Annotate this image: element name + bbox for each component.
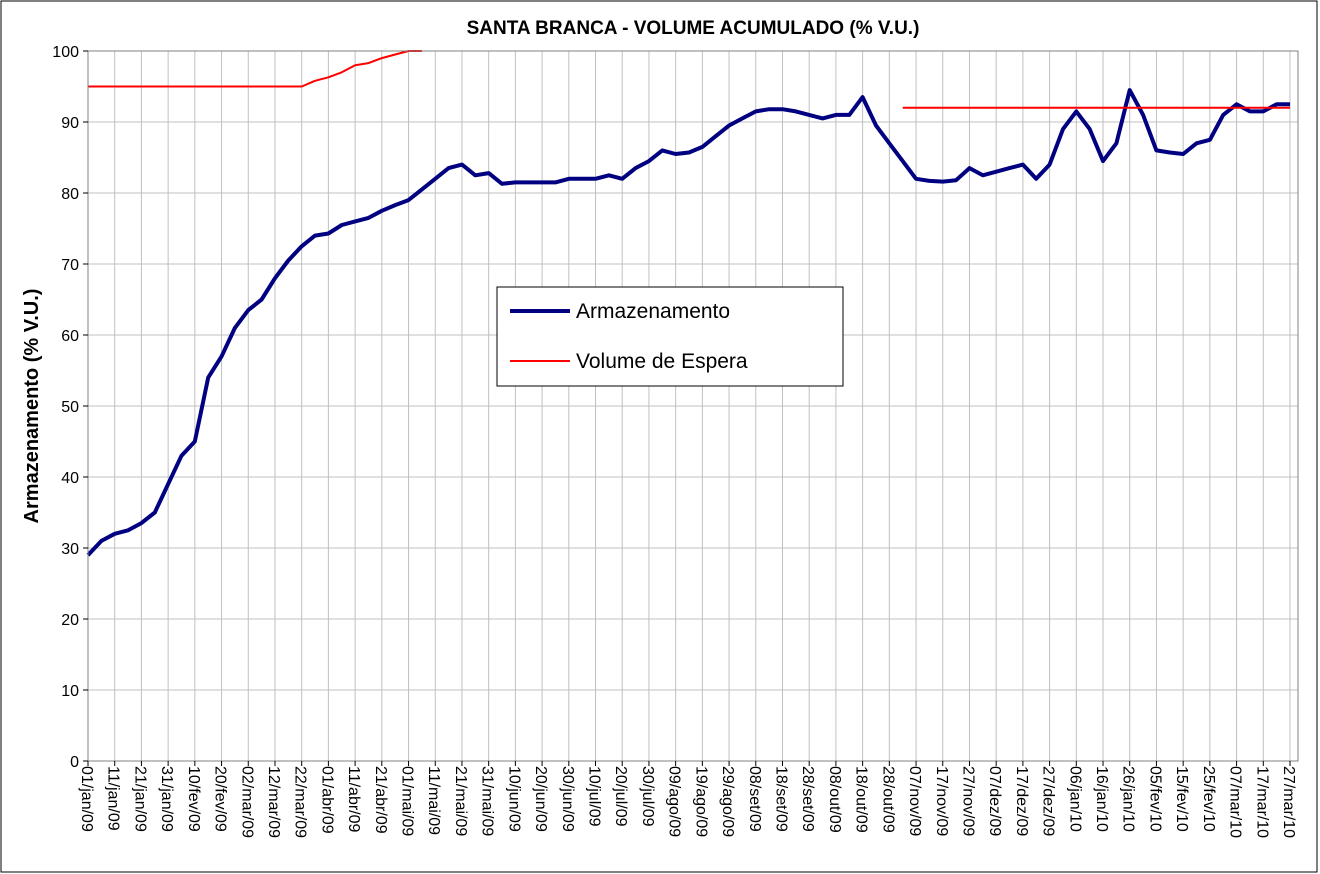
series-line <box>86 88 1290 557</box>
legend: Armazenamento Volume de Espera <box>496 286 844 387</box>
x-tick-label: 01/jan/09 <box>78 766 95 832</box>
y-axis-label: Armazenamento (% V.U.) <box>21 289 43 524</box>
legend-label: Volume de Espera <box>576 350 748 373</box>
x-tick-label: 11/jan/09 <box>105 766 122 831</box>
x-tick-label: 16/jan/10 <box>1093 766 1110 832</box>
x-tick-label: 30/jun/09 <box>559 766 576 832</box>
x-tick-label: 12/mar/09 <box>265 766 282 838</box>
y-tick-label: 60 <box>61 328 79 345</box>
lines <box>86 50 1290 557</box>
x-tick-label: 10/jun/09 <box>505 766 522 832</box>
x-tick-label: 18/set/09 <box>772 766 789 832</box>
x-tick-label: 27/dez/09 <box>1040 766 1057 836</box>
x-tick-label: 28/out/09 <box>879 766 896 833</box>
y-tick-label: 40 <box>61 470 79 487</box>
x-tick-label: 08/set/09 <box>746 766 763 832</box>
x-tick-label: 25/fev/10 <box>1200 766 1217 832</box>
y-tick-label: 0 <box>70 754 79 771</box>
x-tick-label: 30/jul/09 <box>639 766 656 827</box>
x-tick-label: 15/fev/10 <box>1173 766 1190 832</box>
x-tick-label: 11/abr/09 <box>345 766 362 833</box>
x-tick-label: 17/dez/09 <box>1013 766 1030 836</box>
x-tick-label: 27/mar/10 <box>1280 766 1297 838</box>
x-tick-label: 10/fev/09 <box>185 766 202 832</box>
x-tick-label: 18/out/09 <box>853 766 870 833</box>
series-line <box>88 50 1290 109</box>
x-tick-label: 01/mai/09 <box>399 766 416 836</box>
x-tick-label: 21/jan/09 <box>131 766 148 832</box>
x-tick-label: 08/out/09 <box>826 766 843 833</box>
x-tick-label: 28/set/09 <box>799 766 816 832</box>
x-tick-label: 10/jul/09 <box>586 766 603 827</box>
y-tick-label: 100 <box>52 44 79 61</box>
x-tick-label: 26/jan/10 <box>1120 766 1137 832</box>
y-tick-label: 50 <box>61 399 79 416</box>
labels: 0 10 20 30 40 50 60 70 80 90 100 01/jan/09 11/jan/09… <box>52 44 1297 838</box>
x-tick-label: 21/mai/09 <box>452 766 469 836</box>
x-tick-label: 09/ago/09 <box>666 766 683 837</box>
y-tick-label: 80 <box>61 186 79 203</box>
x-tick-label: 11/mai/09 <box>425 766 442 835</box>
x-tick-label: 07/mar/10 <box>1227 766 1244 838</box>
x-tick-label: 27/nov/09 <box>959 766 976 836</box>
x-tick-label: 17/nov/09 <box>933 766 950 836</box>
x-tick-label: 01/abr/09 <box>318 766 335 834</box>
x-tick-label: 31/mai/09 <box>479 766 496 836</box>
x-tick-label: 07/nov/09 <box>906 766 923 836</box>
x-tick-label: 22/mar/09 <box>292 766 309 838</box>
chart-title: SANTA BRANCA - VOLUME ACUMULADO (% V.U.) <box>467 18 920 39</box>
y-tick-label: 30 <box>61 541 79 558</box>
x-tick-label: 21/abr/09 <box>372 766 389 834</box>
x-tick-label: 20/jul/09 <box>612 766 629 827</box>
x-tick-label: 05/fev/10 <box>1146 766 1163 832</box>
x-tick-label: 07/dez/09 <box>986 766 1003 836</box>
x-tick-label: 20/jun/09 <box>532 766 549 832</box>
x-tick-label: 06/jan/10 <box>1066 766 1083 832</box>
legend-label: Armazenamento <box>576 300 730 323</box>
x-tick-label: 02/mar/09 <box>238 766 255 838</box>
y-tick-label: 10 <box>61 683 79 700</box>
x-tick-label: 31/jan/09 <box>158 766 175 832</box>
x-tick-label: 20/fev/09 <box>212 766 229 832</box>
y-tick-label: 20 <box>61 612 79 629</box>
y-tick-label: 90 <box>61 115 79 132</box>
x-tick-label: 17/mar/10 <box>1253 766 1270 838</box>
y-tick-label: 70 <box>61 257 79 274</box>
legend-box <box>496 286 844 387</box>
x-tick-label: 29/ago/09 <box>719 766 736 837</box>
x-tick-label: 19/ago/09 <box>692 766 709 837</box>
